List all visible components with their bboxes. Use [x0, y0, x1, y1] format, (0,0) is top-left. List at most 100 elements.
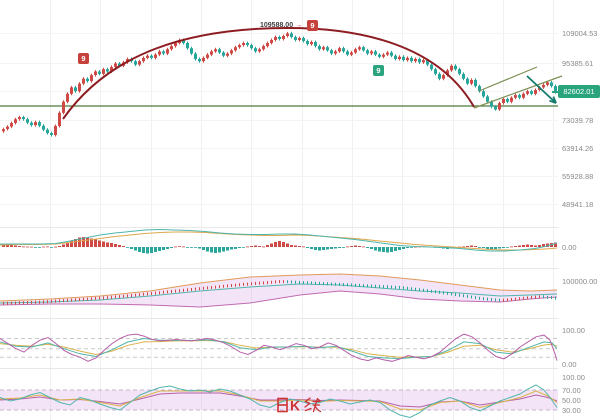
candle-body: [462, 73, 465, 79]
candle-body: [154, 54, 157, 58]
candle-body: [446, 70, 449, 76]
candle-body: [518, 95, 521, 98]
candle-body: [210, 51, 213, 55]
candle-body: [22, 117, 25, 120]
candle-body: [38, 122, 41, 126]
macd-bar: [506, 247, 509, 248]
candle-body: [290, 33, 293, 37]
axis-label: 0.00: [562, 360, 577, 369]
macd-bar: [246, 246, 249, 248]
candle-body: [58, 112, 61, 126]
candle-body: [422, 60, 425, 63]
candle-body: [358, 47, 361, 50]
candle-body: [282, 36, 285, 39]
candle-body: [6, 126, 9, 129]
candle-body: [450, 65, 453, 71]
candle-body: [338, 48, 341, 52]
candle-body: [442, 75, 445, 79]
macd-bar: [522, 245, 525, 247]
candle-body: [2, 129, 5, 132]
candle-body: [346, 51, 349, 55]
candle-body: [82, 78, 85, 84]
candle-body: [254, 48, 257, 52]
macd-bar: [414, 246, 417, 248]
axis-label: 73039.78: [562, 116, 594, 125]
macd-bar: [22, 246, 25, 248]
candle-body: [454, 65, 457, 70]
candle-body: [14, 119, 17, 123]
breakdown-arrow: [526, 75, 557, 104]
candle-body: [530, 91, 533, 94]
macd-bar: [106, 242, 109, 247]
macd-bar: [394, 247, 397, 251]
candle-body: [78, 83, 81, 92]
candle-body: [182, 40, 185, 44]
candle-body: [86, 78, 89, 82]
candle-body: [146, 55, 149, 58]
macd-bar: [206, 247, 209, 252]
macd-bar: [142, 247, 145, 253]
boll-band-fill: [0, 274, 557, 307]
macd-bar: [122, 246, 125, 247]
candle-body: [310, 42, 313, 45]
macd-bar: [342, 247, 345, 248]
macd-bar: [18, 246, 21, 247]
candle-body: [102, 69, 105, 74]
axis-label: 100.00: [562, 326, 585, 335]
candle-body: [70, 87, 73, 94]
candle-body: [390, 52, 393, 56]
candle-body: [382, 54, 385, 57]
candle-body: [342, 48, 345, 52]
candle-body: [506, 99, 509, 102]
macd-bar: [370, 247, 373, 249]
macd-bar: [6, 244, 9, 247]
candle-body: [414, 59, 417, 62]
macd-bar: [150, 247, 153, 253]
candle-body: [434, 69, 437, 74]
macd-bar: [470, 245, 473, 247]
candle-body: [366, 50, 369, 54]
macd-bar: [274, 242, 277, 247]
macd-bar: [218, 247, 221, 253]
macd-bar: [194, 247, 197, 248]
macd-bar: [146, 247, 149, 254]
candle-body: [246, 43, 249, 46]
macd-bar: [114, 244, 117, 247]
macd-bar: [406, 247, 409, 248]
candle-body: [522, 93, 525, 98]
macd-bar: [538, 245, 541, 247]
macd-bar: [554, 242, 557, 247]
macd-bar: [302, 246, 305, 248]
macd-dif-line: [0, 228, 558, 252]
candle-body: [94, 71, 97, 75]
macd-bar: [234, 247, 237, 249]
macd-bar: [258, 246, 261, 247]
macd-bar: [466, 246, 469, 247]
candle-body: [438, 73, 441, 79]
candle-body: [54, 126, 57, 135]
macd-bar: [14, 245, 17, 247]
macd-bar: [74, 239, 77, 247]
candle-body: [98, 71, 101, 74]
boll-price-ticks: [3, 280, 556, 305]
macd-bar: [2, 245, 5, 247]
macd-bar: [182, 246, 185, 248]
macd-bar: [166, 247, 169, 249]
candle-body: [150, 55, 153, 58]
macd-bar: [134, 247, 137, 251]
candle-body: [542, 84, 545, 88]
current-price-value: 82602.01: [563, 87, 595, 96]
macd-bar: [542, 244, 545, 247]
candle-body: [190, 48, 193, 54]
glyph-k: K: [290, 398, 300, 414]
macd-bar: [210, 247, 213, 253]
candle-body: [386, 52, 389, 55]
candle-body: [66, 93, 69, 102]
candle-body: [494, 106, 497, 110]
macd-bar: [270, 243, 273, 247]
axis-label: 48941.18: [562, 200, 594, 209]
candle-body: [106, 69, 109, 72]
glyph-ri: [277, 397, 288, 413]
